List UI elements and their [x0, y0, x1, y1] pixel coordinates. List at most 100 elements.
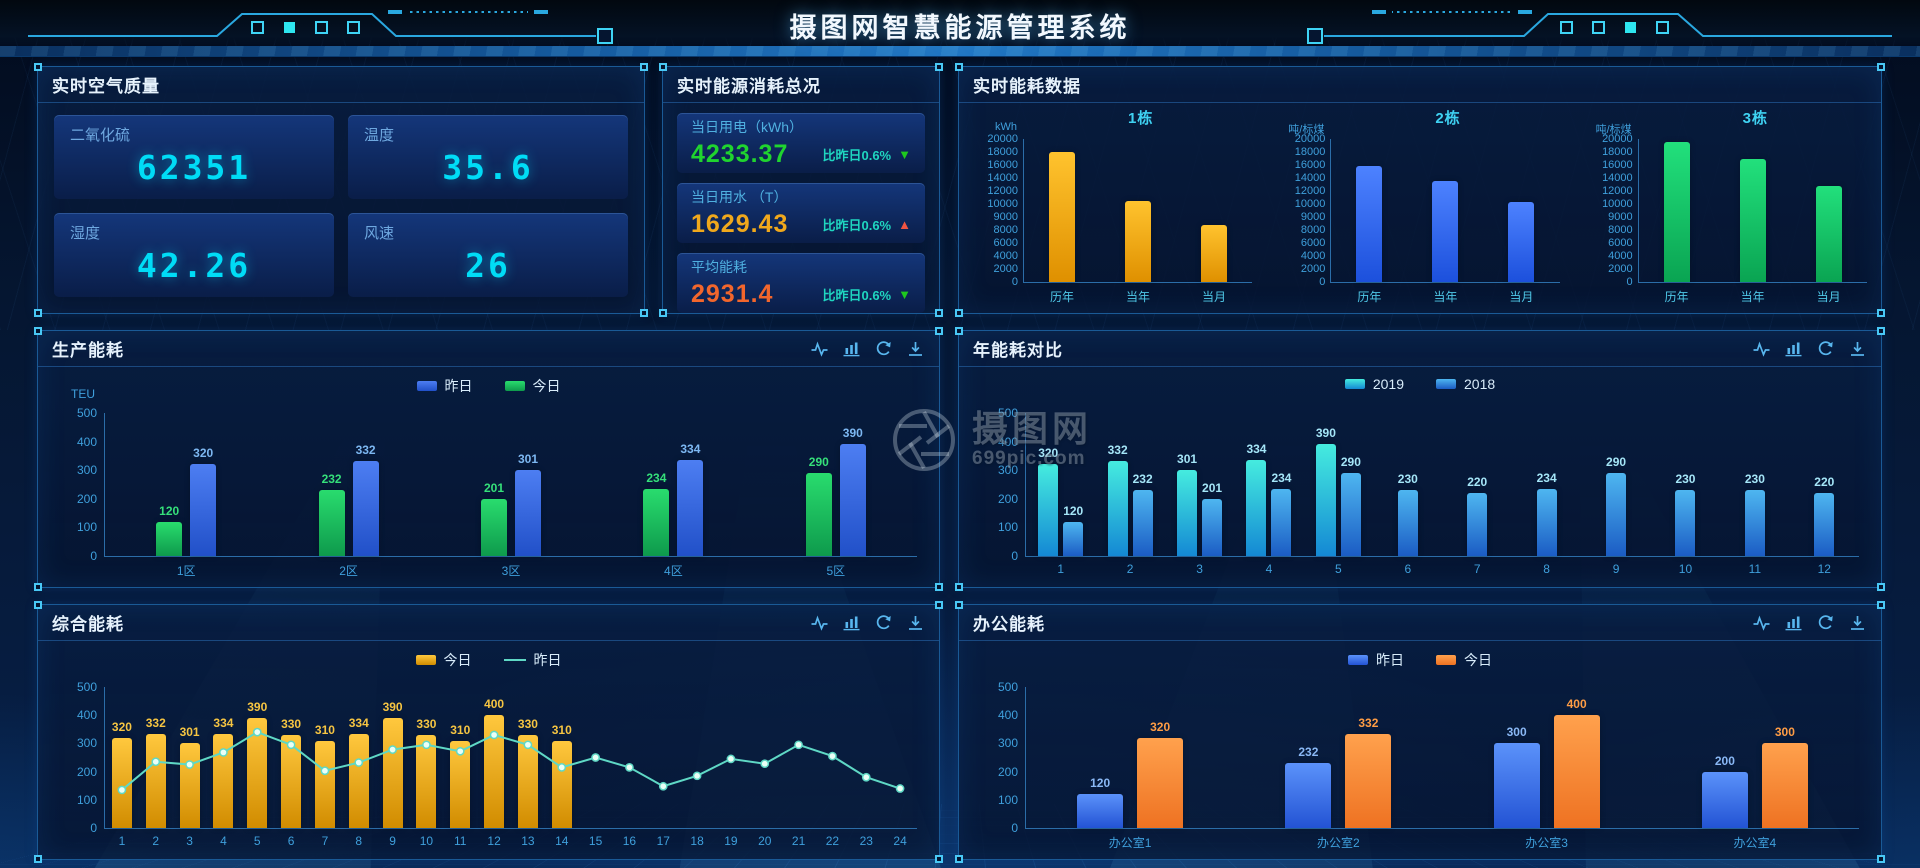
bar-2栋-当月[interactable]: [1508, 202, 1535, 282]
x-axis-label: 历年: [1664, 290, 1689, 304]
bar-今日-5区[interactable]: [805, 473, 832, 556]
line-chart-icon[interactable]: [810, 614, 829, 631]
bar-今日-12[interactable]: [484, 715, 505, 828]
bar-2018-10[interactable]: [1675, 490, 1696, 556]
y-axis-tick: 16000: [987, 159, 1018, 171]
bar-value-label: 390: [382, 700, 403, 715]
bar-昨日-3区[interactable]: [515, 469, 541, 556]
bar-value-label: 290: [808, 455, 829, 470]
x-axis-label: 3区: [501, 564, 521, 578]
y-axis-unit: 吨/标煤: [1288, 124, 1325, 136]
bar-昨日-办公室4[interactable]: [1701, 771, 1748, 828]
panel-air-quality: 实时空气质量 二氧化硫 62351 温度 35.6 湿度 42.26 风速 26: [34, 63, 648, 317]
bar-3栋-当月[interactable]: [1815, 185, 1842, 282]
bar-今日-5[interactable]: [247, 718, 268, 828]
bar-今日-4[interactable]: [213, 733, 234, 828]
bar-2栋-历年[interactable]: [1356, 166, 1383, 282]
bar-value-label: 234: [646, 471, 667, 486]
bar-今日-4区[interactable]: [643, 489, 670, 556]
y-axis-tick: 9000: [1300, 211, 1326, 223]
bar-昨日-办公室3[interactable]: [1493, 743, 1540, 828]
bar-2019-5[interactable]: [1315, 444, 1336, 556]
refresh-icon[interactable]: [874, 340, 893, 357]
bar-昨日-1区[interactable]: [190, 464, 217, 556]
bar-2018-8[interactable]: [1536, 489, 1557, 556]
bar-chart-icon[interactable]: [1784, 341, 1803, 357]
bar-chart-icon[interactable]: [842, 341, 861, 357]
summary-card-electricity: 当日用电（kWh） 4233.37 比昨日0.6% ▼: [677, 113, 925, 173]
bar-2018-4[interactable]: [1271, 489, 1292, 556]
x-axis-label: 历年: [1357, 290, 1382, 304]
bar-今日-1区[interactable]: [156, 521, 183, 556]
download-icon[interactable]: [906, 615, 925, 631]
bar-昨日-2区[interactable]: [352, 461, 379, 556]
bar-今日-1[interactable]: [111, 737, 132, 828]
bar-今日-2区[interactable]: [318, 489, 345, 556]
legend-item-昨日[interactable]: 昨日: [1348, 650, 1404, 670]
bar-2018-6[interactable]: [1397, 490, 1418, 556]
bar-1栋-当年[interactable]: [1125, 201, 1151, 282]
bar-今日-办公室2[interactable]: [1345, 734, 1392, 828]
bar-今日-13[interactable]: [517, 734, 538, 828]
legend-item-2019[interactable]: 2019: [1344, 376, 1404, 392]
legend-item-昨日[interactable]: 昨日: [503, 650, 562, 670]
legend-item-2018[interactable]: 2018: [1436, 376, 1495, 392]
bar-3栋-历年[interactable]: [1663, 142, 1690, 282]
bar-今日-办公室1[interactable]: [1137, 737, 1184, 828]
line-chart-icon[interactable]: [810, 340, 829, 357]
bar-今日-8[interactable]: [348, 733, 369, 828]
bar-2018-9[interactable]: [1606, 473, 1627, 556]
bar-2018-7[interactable]: [1467, 493, 1488, 556]
bar-今日-7[interactable]: [314, 740, 335, 828]
bar-2栋-当年[interactable]: [1432, 181, 1459, 282]
bar-昨日-5区[interactable]: [839, 444, 866, 556]
download-icon[interactable]: [1848, 615, 1867, 631]
download-icon[interactable]: [1848, 341, 1867, 357]
bar-今日-11[interactable]: [450, 740, 471, 828]
bar-2019-2[interactable]: [1107, 461, 1128, 556]
bar-今日-办公室4[interactable]: [1761, 743, 1808, 828]
bar-今日-14[interactable]: [551, 740, 572, 828]
bar-2019-4[interactable]: [1246, 460, 1267, 556]
chart-legend: 昨日 今日: [959, 650, 1881, 670]
bar-2018-12[interactable]: [1814, 493, 1835, 556]
bar-2019-3[interactable]: [1177, 469, 1198, 556]
y-axis-tick: 200: [997, 491, 1018, 506]
x-axis-label: 当月: [1509, 290, 1534, 304]
bar-1栋-历年[interactable]: [1049, 152, 1075, 282]
download-icon[interactable]: [906, 341, 925, 357]
bar-2018-1[interactable]: [1063, 521, 1084, 556]
legend-item-今日[interactable]: 今日: [504, 376, 561, 396]
bar-昨日-办公室1[interactable]: [1077, 794, 1124, 828]
bar-1栋-当月[interactable]: [1201, 224, 1227, 282]
bar-昨日-办公室2[interactable]: [1285, 762, 1332, 828]
y-axis-tick: 0: [1011, 821, 1018, 835]
mini-chart-2栋: 2栋 吨/标煤 0 2000 4000 6000 8000 9000 10000 12000 140…: [1266, 103, 1573, 307]
line-series-昨日: [117, 727, 905, 795]
bar-3栋-当年[interactable]: [1739, 158, 1766, 282]
line-chart-icon[interactable]: [1752, 340, 1771, 357]
bar-2019-1[interactable]: [1038, 464, 1059, 556]
bar-今日-办公室3[interactable]: [1553, 715, 1600, 828]
bar-2018-11[interactable]: [1744, 490, 1765, 556]
legend-item-昨日[interactable]: 昨日: [416, 376, 473, 396]
refresh-icon[interactable]: [1816, 340, 1835, 357]
bar-今日-6[interactable]: [281, 734, 302, 828]
bar-今日-2[interactable]: [145, 734, 166, 828]
legend-item-今日[interactable]: 今日: [415, 650, 472, 670]
bar-今日-3区[interactable]: [481, 498, 507, 556]
bar-昨日-4区[interactable]: [677, 460, 704, 556]
bar-2018-3[interactable]: [1202, 498, 1223, 556]
legend-item-今日[interactable]: 今日: [1436, 650, 1492, 670]
bar-2018-5[interactable]: [1340, 473, 1361, 556]
refresh-icon[interactable]: [874, 614, 893, 631]
bar-2018-2[interactable]: [1132, 489, 1153, 556]
bar-chart-icon[interactable]: [1784, 615, 1803, 631]
line-chart-icon[interactable]: [1752, 614, 1771, 631]
bar-今日-9[interactable]: [382, 718, 403, 828]
bar-chart-icon[interactable]: [842, 615, 861, 631]
bar-今日-10[interactable]: [416, 734, 437, 828]
corner-accent: [34, 583, 42, 591]
x-axis-label: 1区: [176, 564, 196, 578]
refresh-icon[interactable]: [1816, 614, 1835, 631]
